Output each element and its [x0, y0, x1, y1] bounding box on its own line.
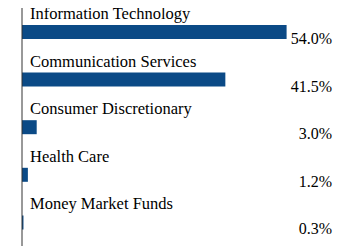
svg-text:Information Technology: Information Technology	[30, 8, 191, 23]
svg-text:Communication Services: Communication Services	[30, 52, 196, 71]
svg-text:Consumer Discretionary: Consumer Discretionary	[30, 99, 193, 118]
svg-text:54.0%: 54.0%	[291, 30, 332, 47]
svg-text:41.5%: 41.5%	[291, 78, 332, 95]
svg-text:0.3%: 0.3%	[299, 220, 332, 237]
svg-text:Money Market Funds: Money Market Funds	[30, 194, 173, 213]
svg-text:1.2%: 1.2%	[299, 173, 332, 190]
svg-text:Health Care: Health Care	[30, 147, 109, 166]
svg-text:3.0%: 3.0%	[299, 125, 332, 142]
